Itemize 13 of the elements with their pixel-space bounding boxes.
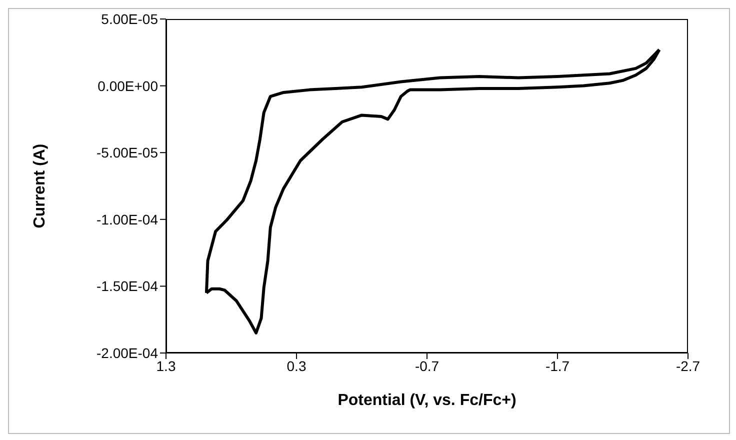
x-tick-label: -0.7 [414,358,440,374]
y-tick-label: 5.00E-05 [101,10,158,27]
x-tick-label: -2.7 [676,358,700,374]
y-axis-title: Current (A) [32,144,49,228]
y-tick-label: -5.00E-05 [96,144,158,161]
x-axis-title: Potential (V, vs. Fc/Fc+) [338,392,516,409]
y-tick-label: -1.00E-04 [96,211,158,228]
x-tick-label: 1.3 [156,358,176,374]
y-tick-label: -1.50E-04 [96,278,158,294]
x-tick-label: 0.3 [286,358,306,374]
y-tick-label: -2.00E-04 [96,344,158,361]
x-tick-label: -1.7 [545,358,570,374]
y-tick-label: 0.00E+00 [98,78,158,94]
